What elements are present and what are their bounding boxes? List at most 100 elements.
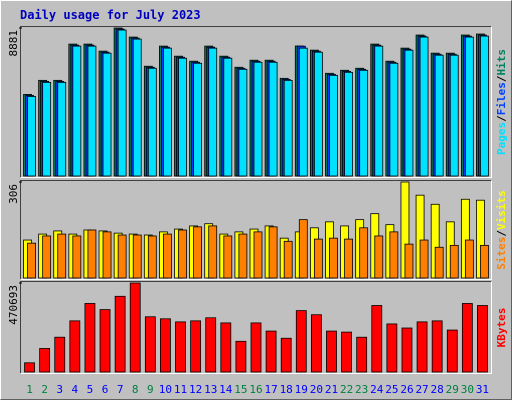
x-tick-label: 26 bbox=[400, 383, 413, 396]
bar bbox=[341, 331, 352, 373]
bar bbox=[371, 305, 383, 373]
x-tick-label: 29 bbox=[446, 383, 459, 396]
x-tick-label: 14 bbox=[219, 383, 233, 396]
x-tick-label: 23 bbox=[355, 383, 368, 396]
panel-border-dark bbox=[20, 180, 492, 280]
legend-entry: Sites bbox=[495, 237, 508, 270]
x-tick-label: 6 bbox=[102, 383, 109, 396]
legend: KBytes bbox=[495, 308, 508, 348]
bar bbox=[480, 35, 489, 177]
bar bbox=[449, 244, 459, 279]
bar bbox=[268, 226, 278, 279]
bar bbox=[344, 71, 353, 177]
bar bbox=[87, 45, 97, 177]
bar bbox=[419, 36, 429, 177]
bar bbox=[283, 79, 293, 177]
x-tick-label: 4 bbox=[72, 383, 79, 396]
bar bbox=[102, 231, 112, 279]
x-tick-label: 7 bbox=[117, 383, 124, 396]
bar bbox=[268, 61, 278, 177]
bar bbox=[42, 81, 52, 177]
bar bbox=[404, 243, 414, 279]
legend-entry: Files bbox=[495, 82, 508, 115]
y-tick-label: 306 bbox=[7, 184, 20, 204]
bar bbox=[431, 320, 443, 373]
x-tick-label: 20 bbox=[310, 383, 323, 396]
bar bbox=[283, 240, 293, 279]
legend-separator: / bbox=[495, 230, 508, 237]
bar bbox=[401, 327, 413, 373]
bar bbox=[163, 47, 172, 177]
bar bbox=[477, 305, 488, 373]
bar bbox=[344, 238, 353, 279]
x-tick-label: 3 bbox=[56, 383, 63, 396]
bar bbox=[114, 295, 126, 373]
x-tick-label: 10 bbox=[159, 383, 172, 396]
bar bbox=[193, 62, 203, 177]
bar bbox=[359, 227, 369, 279]
x-tick-label: 16 bbox=[249, 383, 262, 396]
bar bbox=[326, 330, 337, 373]
bar bbox=[208, 47, 218, 177]
panel-border-light bbox=[20, 26, 492, 178]
bar bbox=[147, 235, 157, 279]
bar bbox=[446, 329, 458, 373]
bar bbox=[464, 239, 474, 279]
x-tick-label: 30 bbox=[461, 383, 474, 396]
panel-border-dark bbox=[20, 281, 492, 374]
bar bbox=[265, 330, 277, 373]
x-tick-label: 2 bbox=[41, 383, 48, 396]
bar bbox=[419, 239, 429, 279]
x-tick-label: 28 bbox=[431, 383, 444, 396]
legend: Pages/Files/Hits bbox=[495, 49, 508, 155]
bar bbox=[434, 54, 444, 177]
legend: Sites/Visits bbox=[495, 190, 508, 270]
bar bbox=[359, 69, 369, 177]
bar bbox=[132, 234, 142, 279]
bar bbox=[72, 235, 82, 279]
bar bbox=[42, 235, 52, 279]
bar bbox=[313, 51, 323, 177]
bar bbox=[208, 225, 218, 279]
x-tick-label: 11 bbox=[174, 383, 187, 396]
legend-separator: / bbox=[495, 75, 508, 82]
x-tick-label: 17 bbox=[264, 383, 277, 396]
bar bbox=[298, 219, 308, 279]
bar bbox=[310, 314, 322, 373]
bar bbox=[329, 237, 338, 279]
legend-entry: KBytes bbox=[495, 308, 508, 348]
bar bbox=[220, 322, 232, 373]
x-tick-label: 12 bbox=[189, 383, 202, 396]
bar bbox=[27, 242, 36, 279]
bar bbox=[329, 74, 338, 177]
panel-border-light bbox=[20, 180, 492, 280]
bar bbox=[99, 309, 111, 373]
bar bbox=[223, 235, 233, 279]
bar bbox=[57, 233, 67, 279]
y-tick-label: 8881 bbox=[7, 30, 20, 57]
bar bbox=[193, 226, 203, 279]
bar bbox=[238, 68, 248, 177]
bar bbox=[54, 336, 66, 373]
bar bbox=[253, 231, 263, 279]
x-tick-label: 18 bbox=[280, 383, 293, 396]
bar bbox=[144, 316, 156, 373]
x-tick-label: 5 bbox=[87, 383, 94, 396]
x-tick-label: 8 bbox=[132, 383, 139, 396]
bar bbox=[356, 336, 368, 373]
legend-entry: Hits bbox=[495, 49, 508, 76]
bar bbox=[374, 235, 384, 279]
x-tick-label: 27 bbox=[415, 383, 428, 396]
bar bbox=[386, 323, 398, 373]
x-tick-label: 25 bbox=[385, 383, 398, 396]
bar bbox=[178, 57, 187, 177]
bar bbox=[238, 233, 248, 279]
y-tick-label: 470693 bbox=[7, 285, 20, 325]
bar bbox=[205, 317, 217, 373]
bar bbox=[129, 282, 141, 373]
x-tick-label: 13 bbox=[204, 383, 217, 396]
x-tick-label: 21 bbox=[325, 383, 338, 396]
x-tick-label: 15 bbox=[234, 383, 247, 396]
